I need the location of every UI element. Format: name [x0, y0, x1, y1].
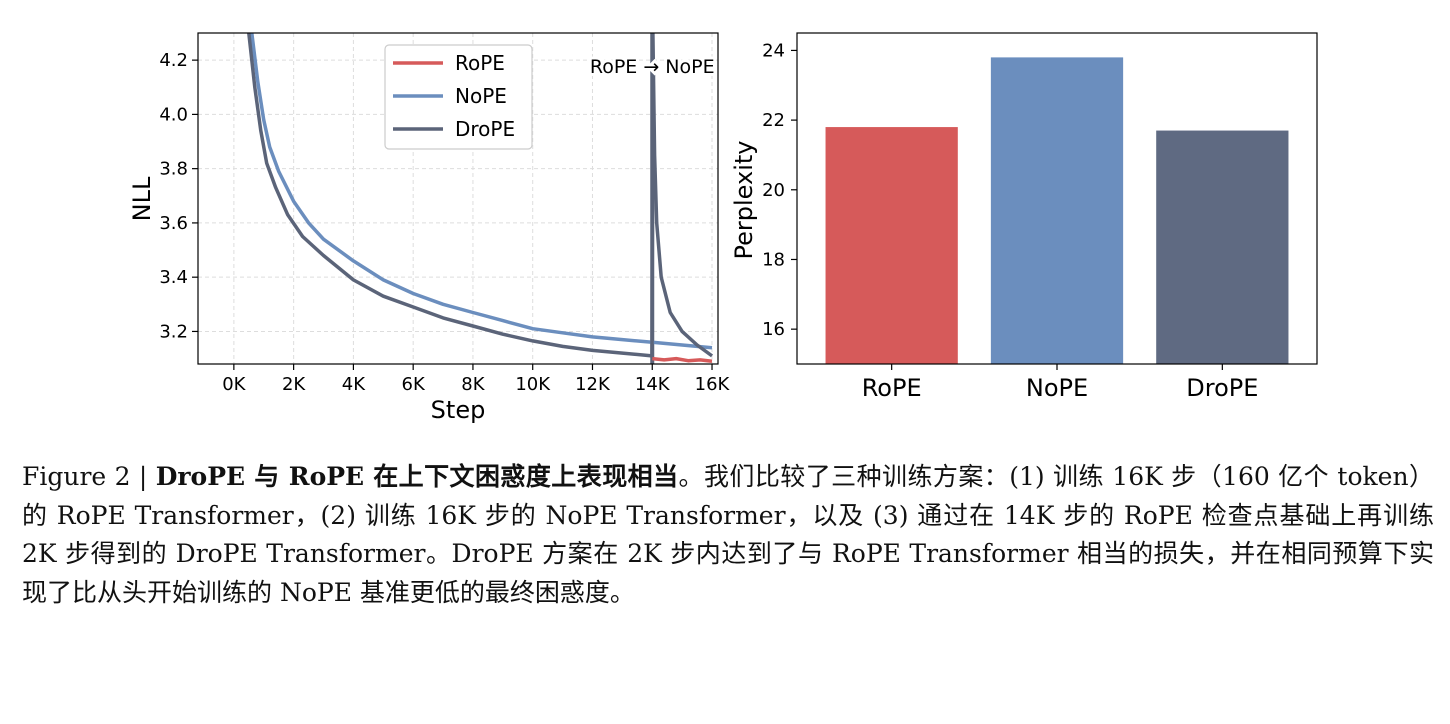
- left-x-tick-label: 0K: [222, 374, 246, 395]
- bar-nope: [990, 57, 1124, 365]
- series-line-drope: [247, 33, 714, 358]
- left-x-tick-label: 10K: [515, 374, 551, 395]
- rope-to-nope-annotation: RoPE → NoPE: [590, 56, 715, 78]
- right-x-tick-label: NoPE: [1026, 374, 1088, 402]
- left-y-ticks: 3.2 3.4 3.6 3.8 4.0 4.2: [159, 50, 198, 342]
- right-y-tick-label: 22: [762, 110, 785, 131]
- left-plot-frame: [197, 32, 719, 365]
- left-x-tick-label: 8K: [461, 374, 485, 395]
- right-y-tick-label: 20: [762, 180, 785, 201]
- left-y-tick-label: 3.4: [159, 267, 188, 288]
- series-line-nope: [250, 33, 713, 350]
- legend-frame: [384, 44, 533, 150]
- left-y-tick-label: 4.0: [159, 104, 188, 125]
- caption-label: Figure 2 |: [22, 462, 156, 491]
- left-x-ticks: 0K 2K 4K 6K 8K 10K 12K 14K 16K: [222, 364, 731, 395]
- right-x-tick-label: DroPE: [1186, 374, 1258, 402]
- left-series-lines: [247, 33, 714, 364]
- left-y-axis-label: NLL: [128, 176, 156, 221]
- right-x-tick-label: RoPE: [862, 374, 922, 402]
- left-y-tick-label: 3.6: [159, 213, 188, 234]
- right-y-tick-label: 18: [762, 249, 785, 270]
- left-x-tick-label: 4K: [342, 374, 366, 395]
- bars: [825, 57, 1289, 365]
- right-y-tick-label: 16: [762, 319, 785, 340]
- left-x-tick-label: 2K: [282, 374, 306, 395]
- left-y-tick-label: 3.8: [159, 159, 188, 180]
- bar-rope: [825, 127, 958, 364]
- left-y-tick-label: 3.2: [159, 321, 188, 342]
- right-y-axis-label: Perplexity: [730, 141, 758, 260]
- left-x-tick-label: 6K: [402, 374, 426, 395]
- left-x-tick-label: 16K: [695, 374, 731, 395]
- caption-bold-title: DroPE 与 RoPE 在上下文困惑度上表现相当: [155, 462, 679, 491]
- left-y-tick-label: 4.2: [159, 50, 188, 71]
- left-x-tick-label: 12K: [575, 374, 611, 395]
- series-line-rope: [652, 356, 713, 364]
- nll-line-chart: 0K 2K 4K 6K 8K 10K 12K 14K 16K 3.2 3.4 3.6 3.8 4.0 4.…: [128, 32, 731, 424]
- legend-label-drope: DroPE: [455, 117, 515, 141]
- bar-drope: [1156, 130, 1289, 364]
- left-x-axis-label: Step: [431, 396, 486, 424]
- caption-body: 。我们比较了三种训练方案：(1) 训练 16K 步（160 亿个 token）的…: [22, 462, 1434, 607]
- right-y-ticks: 16 18 20 22 24: [762, 40, 797, 340]
- right-x-ticks: RoPE NoPE DroPE: [862, 364, 1258, 402]
- figure-caption: Figure 2 | DroPE 与 RoPE 在上下文困惑度上表现相当。我们比…: [22, 458, 1434, 612]
- legend: RoPE NoPE DroPE: [384, 44, 533, 150]
- right-y-tick-label: 24: [762, 40, 785, 61]
- legend-label-nope: NoPE: [455, 84, 507, 108]
- perplexity-bar-chart: 16 18 20 22 24 RoPE NoPE DroPE Perplexity: [730, 32, 1318, 402]
- figure: 0K 2K 4K 6K 8K 10K 12K 14K 16K 3.2 3.4 3.6 3.8 4.0 4.…: [128, 32, 1318, 424]
- left-x-tick-label: 14K: [635, 374, 671, 395]
- legend-label-rope: RoPE: [455, 51, 505, 75]
